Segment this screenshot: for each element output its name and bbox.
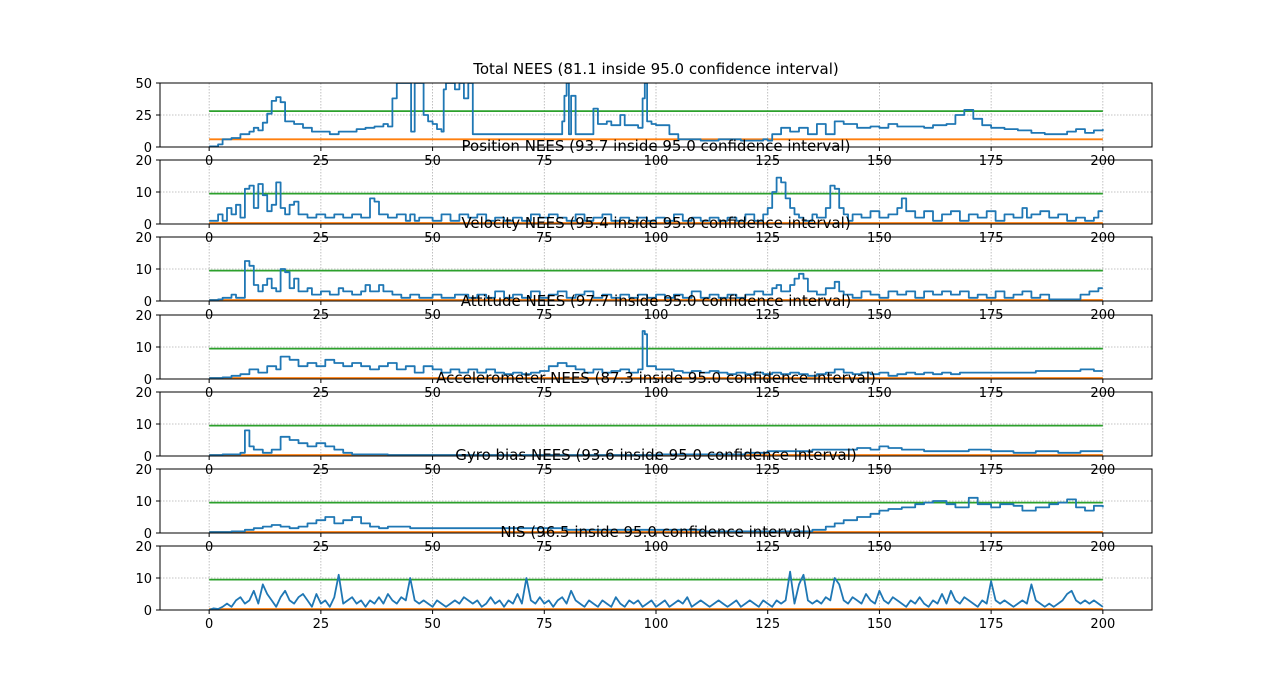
- y-tick-label: 10: [135, 263, 152, 278]
- nees-series-line: [209, 83, 1104, 147]
- y-tick-label: 0: [144, 527, 152, 542]
- x-tick-label: 50: [424, 617, 441, 632]
- y-tick-label: 0: [144, 450, 152, 465]
- panel-title: Gyro bias NEES (93.6 inside 95.0 confide…: [455, 446, 857, 464]
- plot-area: [208, 570, 1104, 610]
- y-tick-label: 20: [135, 309, 152, 324]
- panel-6: 0 25 50 75 100 125 150 175 200 0 10 20: [135, 540, 1153, 632]
- y-tick-label: 20: [135, 231, 152, 246]
- y-tick-label: 20: [135, 386, 152, 401]
- y-tick-label: 10: [135, 495, 152, 510]
- y-tick-label: 25: [135, 109, 152, 124]
- panel-title: Position NEES (93.7 inside 95.0 confiden…: [462, 137, 851, 155]
- x-tick-label: 25: [313, 617, 330, 632]
- plot-area: [209, 83, 1104, 147]
- panel-title: Velocity NEES (95.4 inside 95.0 confiden…: [461, 214, 850, 232]
- x-tick-label: 75: [536, 617, 553, 632]
- x-tick-label: 100: [644, 617, 669, 632]
- y-tick-label: 0: [144, 373, 152, 388]
- y-tick-label: 10: [135, 572, 152, 587]
- y-tick-label: 0: [144, 218, 152, 233]
- panel-title: Total NEES (81.1 inside 95.0 confidence …: [472, 60, 839, 78]
- panel-title: Attitude NEES (97.7 inside 95.0 confiden…: [461, 292, 852, 310]
- plot-area: [209, 260, 1103, 301]
- y-tick-label: 10: [135, 418, 152, 433]
- nees-series-line: [208, 570, 1104, 610]
- panel-title: Accelerometer NEES (87.3 inside 95.0 con…: [436, 369, 876, 387]
- plot-area: [209, 424, 1103, 456]
- y-tick-label: 20: [135, 463, 152, 478]
- y-tick-label: 20: [135, 540, 152, 555]
- x-tick-label: 150: [867, 617, 892, 632]
- x-tick-label: 175: [979, 617, 1004, 632]
- y-tick-label: 0: [144, 604, 152, 619]
- x-tick-label: 200: [1090, 617, 1115, 632]
- y-tick-label: 20: [135, 154, 152, 169]
- nees-series-line: [209, 330, 1103, 379]
- nees-series-line: [209, 496, 1104, 533]
- plot-area: [209, 496, 1104, 533]
- y-tick-label: 50: [135, 77, 152, 92]
- x-tick-label: 125: [755, 617, 780, 632]
- nees-series-line: [209, 260, 1103, 301]
- y-tick-label: 10: [135, 186, 152, 201]
- plot-area: [209, 176, 1103, 224]
- plot-area: [209, 330, 1103, 379]
- panel-title: NIS (96.5 inside 95.0 confidence interva…: [500, 523, 811, 541]
- x-tick-label: 0: [205, 617, 213, 632]
- nees-series-line: [209, 176, 1103, 222]
- nees-series-line: [209, 429, 1103, 456]
- y-tick-label: 10: [135, 341, 152, 356]
- y-tick-label: 0: [144, 295, 152, 310]
- y-tick-label: 0: [144, 141, 152, 156]
